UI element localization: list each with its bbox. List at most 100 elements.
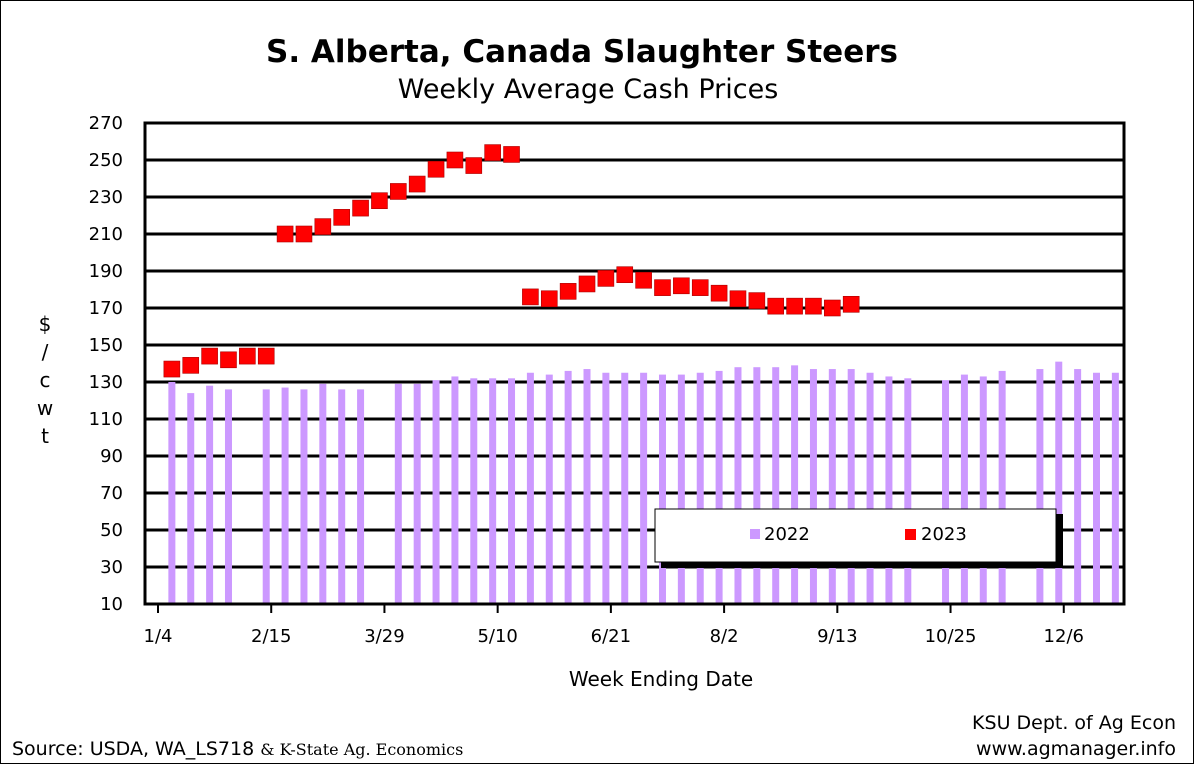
bar-2022 [224,389,232,604]
bar-2022 [206,385,214,604]
bar-2022 [640,372,648,604]
point-2023 [824,299,841,317]
chart-title: S. Alberta, Canada Slaughter Steers [266,34,898,70]
bar-2022 [168,382,176,604]
point-2023 [635,271,652,289]
bar-2022 [583,369,591,604]
bar-2022 [828,369,836,604]
y-tick-label: 10 [100,594,123,615]
x-tick-label: 5/10 [477,626,517,647]
bar-2022 [1055,361,1063,604]
y-tick-label: 70 [100,483,123,504]
plot-border [143,121,1126,606]
bar-2022 [866,372,874,604]
bar-2022 [998,370,1006,604]
x-tick-label: 10/25 [925,626,977,647]
point-2023 [371,192,388,209]
x-tick-label: 8/2 [710,626,739,647]
bar-2022 [791,365,799,604]
point-2023 [616,266,634,284]
y-axis-label-char: w [36,396,54,420]
bar-2022 [1111,372,1119,604]
bar-2022 [1036,369,1044,604]
y-axis-label: $ / c w t [33,310,57,450]
point-2023 [484,144,501,161]
bar-2022 [734,367,742,604]
bar-2022 [677,374,685,604]
point-2023 [522,288,539,306]
bar-2022 [470,378,478,604]
point-2023 [578,275,596,293]
y-tick-label: 90 [100,446,123,467]
bar-2022 [187,393,195,604]
bar-2022 [564,370,572,604]
bar-2022 [847,369,855,604]
point-2023 [408,175,426,193]
bars-layer [168,361,1119,604]
bar-2022 [621,372,629,604]
x-tick-label: 2/15 [251,626,291,647]
bar-2022 [262,389,270,604]
bar-2022 [904,378,912,604]
x-tick-label: 9/13 [817,626,857,647]
bar-2022 [526,372,534,604]
point-2023 [503,146,520,163]
point-2023 [786,297,803,315]
bar-2022 [960,374,968,604]
x-axis-label: Week Ending Date [568,667,754,691]
point-2023 [465,157,483,174]
point-2023 [295,225,313,243]
y-tick-label: 30 [100,557,123,578]
chart-subtitle: Weekly Average Cash Prices [397,74,779,105]
bar-2022 [508,378,516,604]
bar-2022 [545,374,553,604]
bar-2022 [809,369,817,604]
credit-line-2: www.agmanager.info [976,738,1176,760]
point-2023 [427,160,445,178]
point-2023 [446,151,464,169]
bar-2022 [432,380,440,604]
bar-2022 [338,389,346,604]
y-tick-label: 230 [89,187,123,208]
points-layer [163,144,860,378]
point-2023 [805,297,822,315]
source-note: Source: USDA, WA_LS718 & K-State Ag. Eco… [12,738,463,760]
bar-2022 [602,372,610,604]
bar-2022 [753,367,761,604]
bar-2022 [357,389,365,604]
y-tick-label: 110 [89,409,123,430]
legend-swatch-2023 [905,529,916,540]
bar-2022 [300,389,308,604]
source-extra: & K-State Ag. Economics [260,740,464,759]
x-tick-label: 3/29 [364,626,404,647]
point-2023 [729,290,747,308]
point-2023 [163,360,181,378]
legend-swatch-2022 [750,529,760,539]
point-2023 [767,297,785,315]
y-tick-label: 130 [89,372,123,393]
source-text: Source: USDA, WA_LS718 [12,738,255,760]
y-axis-label-char: $ [38,312,52,336]
legend-box [654,508,1057,563]
bar-2022 [1093,372,1100,604]
point-2023 [390,183,407,200]
axis-layer: 10 30 50 70 90 110 130 150 170 190 210 230 250 270 1/4… [89,113,1126,647]
bar-2022 [394,383,402,604]
y-tick-label: 190 [89,261,123,282]
y-axis-label-char: t [41,424,49,448]
point-2023 [710,284,728,302]
bar-2022 [281,387,289,604]
point-2023 [559,283,577,300]
point-2023 [257,347,275,365]
point-2023 [333,209,351,226]
point-2023 [276,225,294,243]
point-2023 [842,295,860,313]
point-2023 [654,279,671,296]
x-tick-label: 6/21 [591,626,631,647]
y-tick-label: 150 [89,335,123,356]
point-2023 [220,351,237,369]
y-tick-label: 50 [100,520,123,541]
y-tick-label: 210 [89,224,123,245]
point-2023 [748,292,766,309]
